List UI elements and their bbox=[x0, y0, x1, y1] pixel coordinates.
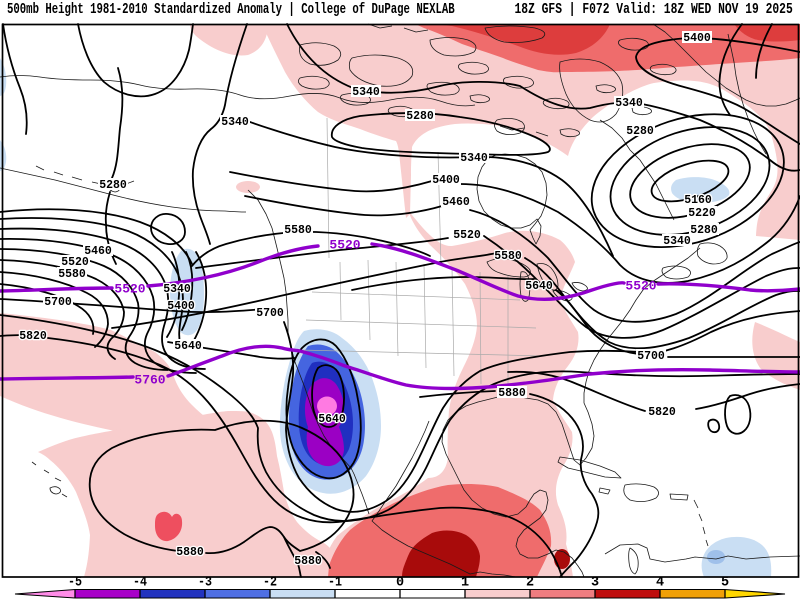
svg-text:5340: 5340 bbox=[163, 283, 191, 296]
svg-text:5340: 5340 bbox=[352, 86, 380, 99]
svg-text:5700: 5700 bbox=[256, 307, 284, 320]
svg-text:5280: 5280 bbox=[406, 110, 434, 123]
svg-text:5760: 5760 bbox=[134, 373, 165, 388]
svg-text:5880: 5880 bbox=[176, 546, 204, 559]
svg-text:5: 5 bbox=[721, 576, 729, 591]
svg-text:5820: 5820 bbox=[648, 406, 676, 419]
svg-text:-3: -3 bbox=[198, 576, 212, 591]
svg-text:5160: 5160 bbox=[684, 194, 712, 207]
svg-text:3: 3 bbox=[591, 576, 599, 591]
svg-text:5280: 5280 bbox=[690, 224, 718, 237]
svg-text:5880: 5880 bbox=[498, 387, 526, 400]
svg-text:5460: 5460 bbox=[442, 196, 470, 209]
svg-text:5580: 5580 bbox=[494, 250, 522, 263]
svg-text:5520: 5520 bbox=[453, 229, 481, 242]
svg-text:5700: 5700 bbox=[637, 350, 665, 363]
svg-text:5640: 5640 bbox=[318, 413, 346, 426]
svg-text:5400: 5400 bbox=[167, 300, 195, 313]
svg-text:5460: 5460 bbox=[84, 245, 112, 258]
svg-text:5640: 5640 bbox=[174, 340, 202, 353]
svg-text:5280: 5280 bbox=[99, 179, 127, 192]
svg-text:-1: -1 bbox=[328, 576, 342, 591]
svg-text:5580: 5580 bbox=[58, 268, 86, 281]
svg-text:5520: 5520 bbox=[61, 256, 89, 269]
svg-text:5820: 5820 bbox=[19, 330, 47, 343]
svg-text:-5: -5 bbox=[68, 576, 82, 591]
svg-text:5340: 5340 bbox=[615, 97, 643, 110]
svg-text:-4: -4 bbox=[133, 576, 147, 591]
svg-text:5400: 5400 bbox=[683, 32, 711, 45]
svg-text:2: 2 bbox=[526, 576, 534, 591]
svg-text:5520: 5520 bbox=[114, 282, 145, 297]
svg-text:5580: 5580 bbox=[284, 224, 312, 237]
svg-text:4: 4 bbox=[656, 576, 664, 591]
svg-text:5340: 5340 bbox=[663, 235, 691, 248]
svg-text:5340: 5340 bbox=[221, 116, 249, 129]
svg-text:5400: 5400 bbox=[432, 174, 460, 187]
svg-text:5340: 5340 bbox=[460, 152, 488, 165]
svg-text:5700: 5700 bbox=[44, 296, 72, 309]
svg-text:5520: 5520 bbox=[329, 238, 360, 253]
svg-text:5280: 5280 bbox=[626, 125, 654, 138]
svg-text:5640: 5640 bbox=[525, 280, 553, 293]
svg-text:5520: 5520 bbox=[625, 279, 656, 294]
svg-text:1: 1 bbox=[461, 576, 469, 591]
svg-text:5220: 5220 bbox=[688, 207, 716, 220]
svg-text:0: 0 bbox=[396, 576, 404, 591]
svg-text:5880: 5880 bbox=[294, 555, 322, 568]
svg-text:-2: -2 bbox=[263, 576, 277, 591]
